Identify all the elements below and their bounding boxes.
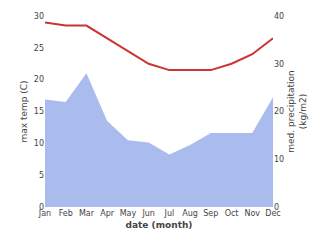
svg-text:Jun: Jun <box>141 209 155 218</box>
svg-text:med. precipitation(kg/m2): med. precipitation(kg/m2) <box>286 70 308 152</box>
svg-text:Aug: Aug <box>182 209 198 218</box>
svg-text:25: 25 <box>34 44 44 53</box>
svg-text:20: 20 <box>34 75 44 84</box>
svg-text:Sep: Sep <box>203 209 218 218</box>
svg-text:15: 15 <box>34 107 44 116</box>
svg-text:Nov: Nov <box>244 209 260 218</box>
svg-text:0: 0 <box>39 203 44 212</box>
svg-text:20: 20 <box>274 107 284 116</box>
svg-text:10: 10 <box>274 155 284 164</box>
svg-text:date (month): date (month) <box>126 220 193 230</box>
svg-text:0: 0 <box>274 203 279 212</box>
svg-text:max temp (C): max temp (C) <box>19 80 29 142</box>
svg-text:Dec: Dec <box>265 209 280 218</box>
svg-text:5: 5 <box>39 171 44 180</box>
svg-text:Apr: Apr <box>100 209 115 218</box>
svg-text:Jan: Jan <box>38 209 51 218</box>
svg-text:Mar: Mar <box>79 209 95 218</box>
svg-text:Jul: Jul <box>164 209 175 218</box>
svg-text:Feb: Feb <box>59 209 73 218</box>
svg-text:Oct: Oct <box>225 209 239 218</box>
svg-text:30: 30 <box>274 60 284 69</box>
svg-text:30: 30 <box>34 12 44 21</box>
svg-text:May: May <box>120 209 137 218</box>
svg-text:10: 10 <box>34 139 44 148</box>
svg-text:40: 40 <box>274 12 284 21</box>
